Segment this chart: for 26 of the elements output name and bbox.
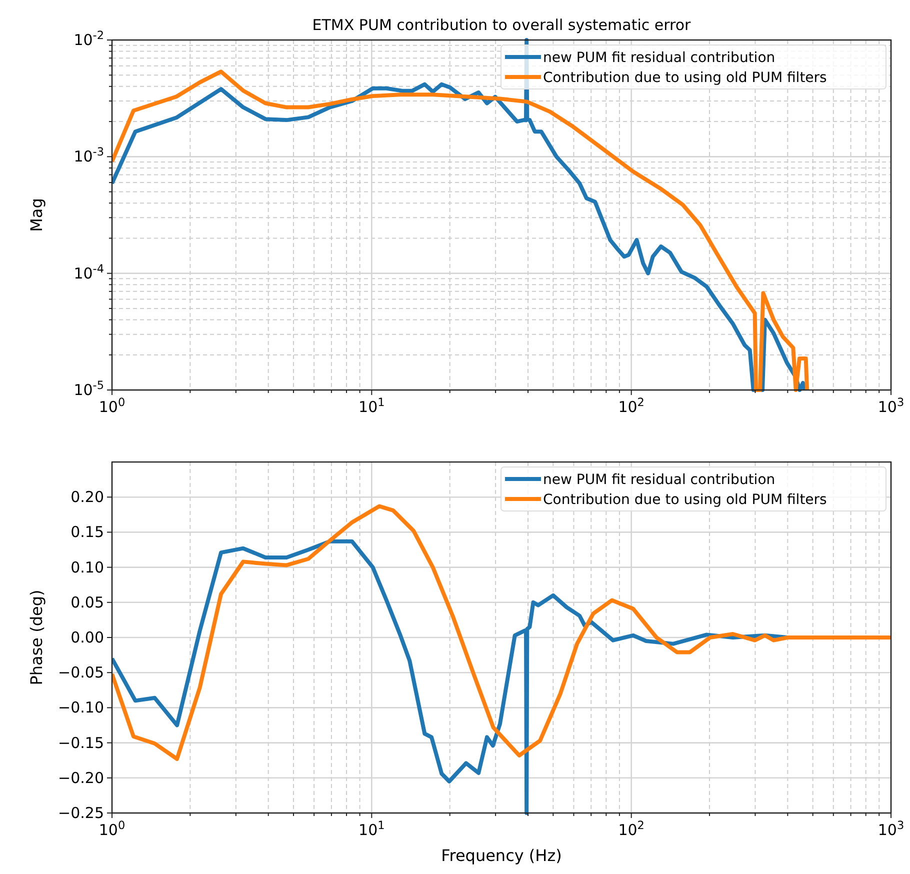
legend-label: new PUM fit residual contribution	[543, 50, 776, 66]
x-tick-label: 10$^{2}$	[618, 396, 644, 416]
x-tick-label: 10$^{3}$	[878, 818, 904, 839]
y-tick-label: 0.20	[70, 488, 104, 506]
chart-title: ETMX PUM contribution to overall systematic error	[312, 16, 692, 34]
y-tick-label: −0.05	[58, 664, 104, 682]
y-axis-title: Mag	[27, 198, 46, 232]
legend-label: new PUM fit residual contribution	[543, 472, 776, 488]
x-tick-label: 10$^{3}$	[878, 396, 904, 416]
x-tick-label: 10$^{1}$	[358, 396, 385, 416]
legend-label: Contribution due to using old PUM filters	[543, 492, 827, 508]
y-tick-label: 0.10	[70, 558, 104, 576]
y-tick-label: 0.00	[70, 628, 104, 646]
y-tick-label: 10$^{-3}$	[74, 145, 104, 166]
y-tick-label: 0.15	[70, 523, 104, 542]
y-tick-label: 10$^{-2}$	[74, 28, 104, 49]
y-tick-label: −0.10	[58, 698, 104, 717]
x-tick-label: 10$^{2}$	[618, 818, 644, 839]
y-tick-label: 0.05	[70, 593, 104, 612]
y-tick-label: −0.20	[58, 768, 104, 787]
x-tick-label: 10$^{1}$	[358, 818, 385, 839]
y-tick-label: −0.15	[58, 734, 104, 752]
y-axis-title: Phase (deg)	[27, 590, 46, 686]
y-tick-label: 10$^{-4}$	[74, 262, 104, 282]
legend-label: Contribution due to using old PUM filters	[543, 70, 827, 86]
x-axis-title: Frequency (Hz)	[441, 846, 562, 865]
